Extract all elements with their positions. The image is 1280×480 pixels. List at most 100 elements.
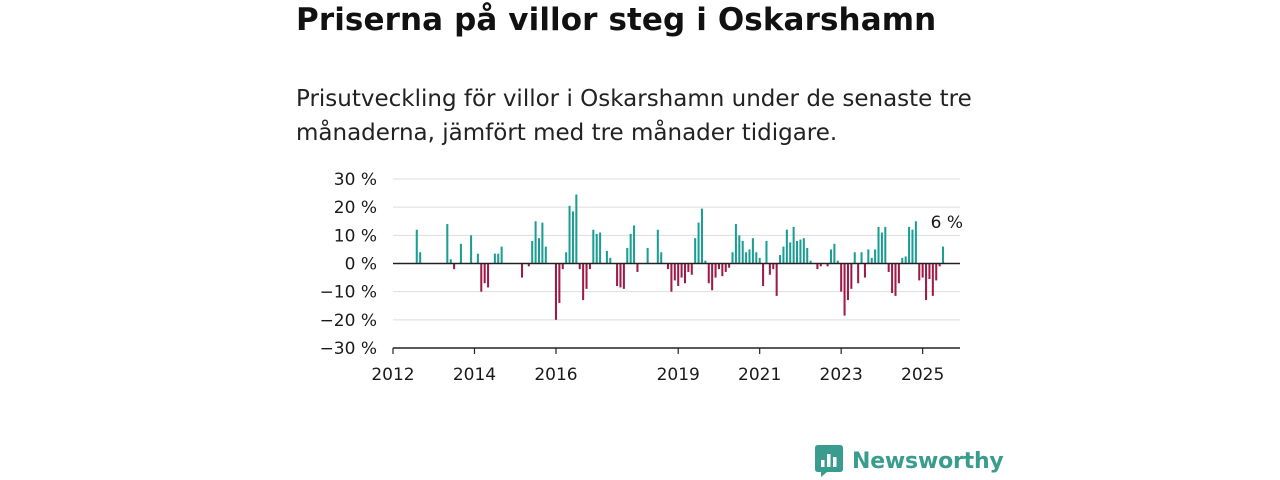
- bar: [911, 229, 914, 264]
- bar: [470, 235, 473, 264]
- bar: [748, 249, 751, 264]
- bar: [565, 252, 568, 264]
- bar: [700, 208, 703, 264]
- bar: [935, 263, 938, 281]
- bar: [568, 205, 571, 264]
- x-tick-label: 2014: [453, 365, 496, 385]
- bar: [877, 226, 880, 264]
- bar: [500, 246, 503, 264]
- bar: [483, 263, 486, 284]
- bar: [891, 263, 894, 294]
- bar: [887, 263, 890, 272]
- bar: [751, 238, 754, 264]
- brand-name: Newsworthy: [852, 448, 1004, 474]
- bar: [656, 229, 659, 264]
- y-tick-label: 30 %: [334, 170, 377, 190]
- bar: [846, 263, 849, 301]
- bar: [575, 194, 578, 264]
- bar: [789, 242, 792, 264]
- x-tick-label: 2023: [820, 365, 863, 385]
- bar: [687, 263, 690, 272]
- bar: [582, 263, 585, 301]
- bar: [908, 226, 911, 264]
- bar: [521, 263, 524, 278]
- bar: [677, 263, 680, 287]
- bar: [619, 263, 622, 288]
- bar: [459, 243, 462, 264]
- bar: [660, 252, 663, 264]
- bar: [714, 263, 717, 278]
- bar: [918, 263, 921, 281]
- bar: [762, 263, 765, 287]
- bar: [867, 249, 870, 264]
- bar: [666, 263, 670, 270]
- bar: [843, 263, 846, 316]
- axes: [392, 262, 960, 354]
- bar: [571, 211, 574, 264]
- bars: [415, 194, 945, 320]
- bar: [646, 248, 649, 264]
- bar: [880, 232, 883, 264]
- bar: [527, 263, 530, 267]
- bar: [487, 263, 490, 288]
- bar: [914, 221, 917, 264]
- bar: [728, 263, 731, 268]
- bar: [897, 263, 900, 284]
- bar: [534, 221, 537, 264]
- bar: [480, 263, 483, 292]
- bar: [860, 252, 863, 264]
- bar: [796, 240, 799, 264]
- bar: [768, 263, 771, 275]
- bar: [724, 263, 727, 272]
- bar: [711, 263, 714, 291]
- bar: [541, 222, 544, 264]
- bar: [840, 263, 843, 292]
- y-tick-label: 0 %: [345, 255, 377, 275]
- bar: [853, 252, 856, 264]
- bar: [816, 263, 819, 270]
- bar: [833, 243, 836, 264]
- bar: [636, 263, 639, 272]
- bar: [901, 257, 904, 264]
- bar: [585, 263, 588, 289]
- bar: [544, 246, 547, 264]
- bar: [785, 229, 788, 264]
- bar: [738, 235, 741, 264]
- bar: [942, 246, 945, 264]
- bar: [921, 263, 924, 278]
- chart-subtitle: Prisutveckling för villor i Oskarshamn u…: [296, 86, 972, 146]
- x-tick-label: 2025: [901, 365, 944, 385]
- bar: [806, 248, 809, 264]
- bar: [707, 263, 710, 284]
- bar: [670, 263, 673, 292]
- x-tick-label: 2016: [534, 365, 577, 385]
- bar: [819, 263, 822, 267]
- bar: [938, 263, 941, 267]
- bar: [633, 225, 636, 264]
- bar: [928, 263, 931, 279]
- bar: [772, 263, 775, 270]
- bar: [605, 250, 608, 264]
- bar: [622, 263, 625, 289]
- bar-chart-icon: [815, 445, 843, 477]
- bar: [493, 253, 496, 264]
- bar: [595, 233, 598, 264]
- bar: [599, 232, 602, 264]
- bar: [731, 252, 734, 264]
- y-tick-label: −20 %: [320, 311, 377, 331]
- bar: [680, 263, 683, 278]
- bar: [857, 263, 860, 284]
- bar: [415, 229, 418, 264]
- chart-title: Priserna på villor steg i Oskarshamn: [296, 2, 937, 38]
- bar: [697, 222, 700, 264]
- bar: [497, 253, 500, 264]
- bar: [884, 226, 887, 264]
- bar: [829, 249, 832, 264]
- bar: [453, 263, 456, 270]
- bar: [863, 263, 866, 278]
- bar: [626, 248, 629, 264]
- bar: [775, 263, 778, 296]
- bar: [758, 257, 761, 264]
- bar: [799, 239, 802, 264]
